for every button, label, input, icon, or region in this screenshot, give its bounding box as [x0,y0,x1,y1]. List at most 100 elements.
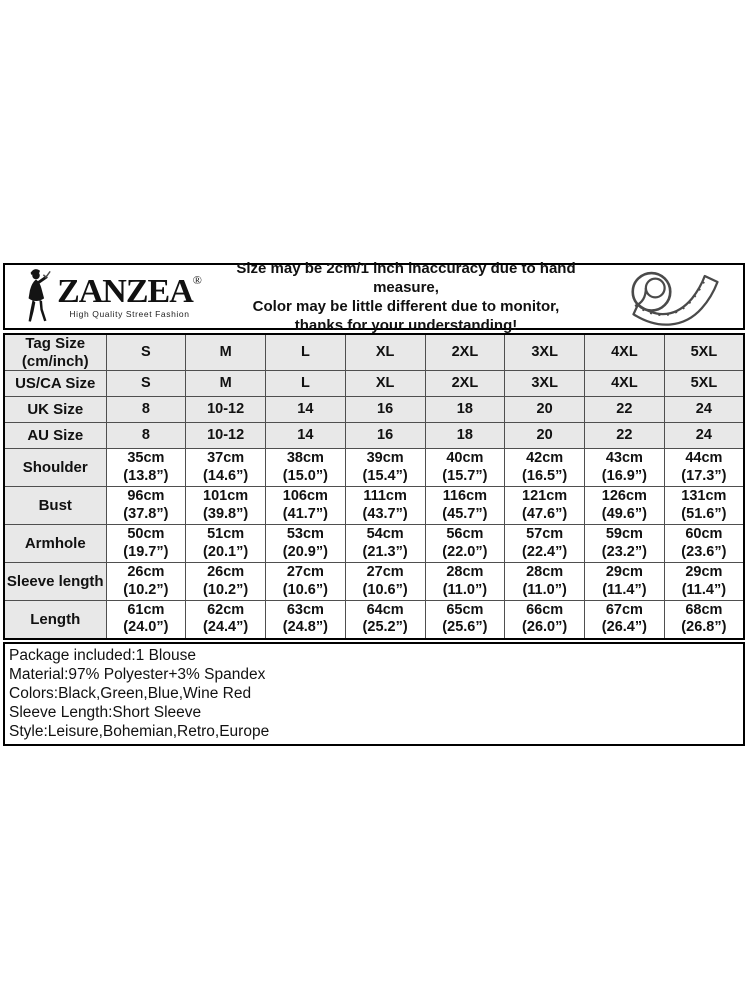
size-value-cell: 66cm (26.0”) [504,600,585,639]
size-value-cell: 8 [105,422,187,449]
size-value-cell: 10-12 [185,422,266,449]
row-label-cell: Armhole [3,524,107,563]
size-value-cell: XL [344,333,426,371]
size-value-cell: L [265,370,346,397]
size-value-cell: 26cm (10.2”) [185,562,266,601]
size-value-cell: 43cm (16.9”) [584,448,665,487]
size-value-cell: 26cm (10.2”) [105,562,187,601]
size-value-cell: 44cm (17.3”) [663,448,745,487]
size-value-cell: 116cm (45.7”) [424,486,506,525]
detail-sleeve-length: Sleeve Length:Short Sleeve [9,703,202,721]
size-value-cell: 60cm (23.6”) [663,524,745,563]
size-table-row: AU Size 8 10-12 14 16 18 20 22 24 [3,422,745,449]
measure-disclaimer: Size may be 2cm/1 inch inaccuracy due to… [207,260,605,334]
size-value-cell: 51cm (20.1”) [185,524,266,563]
size-table-row: Bust 96cm (37.8”) 101cm (39.8”) 106cm (41.7”) 1… [3,486,745,525]
size-value-cell: 50cm (19.7”) [105,524,187,563]
row-label-cell: AU Size [3,422,107,449]
row-label-cell: Tag Size (cm/inch) [3,333,107,371]
row-label-cell: Length [3,600,107,639]
size-table-row: Length 61cm (24.0”) 62cm (24.4”) 63cm (24.8”) 6… [3,600,745,639]
brand-logo: ZANZEA® High Quality Street Fashion [5,265,207,328]
size-value-cell: 40cm (15.7”) [424,448,506,487]
size-value-cell: 8 [105,396,187,423]
size-value-cell: 27cm (10.6”) [344,562,426,601]
size-value-cell: M [185,370,266,397]
size-value-cell: 39cm (15.4”) [344,448,426,487]
detail-package: Package included:1 Blouse [9,646,196,664]
header: ZANZEA® High Quality Street Fashion Size… [3,260,745,334]
size-value-cell: 5XL [663,333,745,371]
brand-tagline: High Quality Street Fashion [69,309,190,320]
row-label-cell: US/CA Size [3,370,107,397]
size-value-cell: 24 [663,422,745,449]
row-label-cell: UK Size [3,396,107,423]
size-value-cell: 28cm (11.0”) [424,562,506,601]
size-value-cell: 101cm (39.8”) [185,486,266,525]
detail-colors: Colors:Black,Green,Blue,Wine Red [9,684,252,702]
size-value-cell: 63cm (24.8”) [265,600,346,639]
size-table-row: UK Size 8 10-12 14 16 18 20 22 24 [3,396,745,423]
size-value-cell: M [185,333,266,371]
size-value-cell: 37cm (14.6”) [185,448,266,487]
size-table-row: Tag Size (cm/inch) S M L XL 2XL 3XL 4XL 5XL [3,333,745,371]
registered-trademark: ® [192,273,202,288]
size-table-row: US/CA Size S M L XL 2XL 3XL 4XL 5XL [3,370,745,397]
row-label-cell: Shoulder [3,448,107,487]
disclaimer-line-1: Size may be 2cm/1 inch inaccuracy due to… [236,259,576,296]
size-value-cell: 3XL [504,333,585,371]
size-value-cell: 18 [424,422,506,449]
size-value-cell: 111cm (43.7”) [344,486,426,525]
size-table-row: Sleeve length 26cm (10.2”) 26cm (10.2”) 27cm(… [3,562,745,601]
brand-name: ZANZEA® [57,274,202,309]
tape-measure-icon [605,265,743,328]
size-value-cell: 42cm (16.5”) [504,448,585,487]
size-value-cell: 18 [424,396,506,423]
size-value-cell: 59cm (23.2”) [584,524,665,563]
size-chart-sheet: ZANZEA® High Quality Street Fashion Size… [3,260,745,746]
size-value-cell: 62cm (24.4”) [185,600,266,639]
product-details: Package included:1 Blouse Material:97% P… [3,641,745,746]
size-value-cell: 4XL [584,333,665,371]
size-value-cell: 20 [504,422,585,449]
size-value-cell: 14 [265,396,346,423]
size-value-cell: S [105,370,187,397]
size-value-cell: 96cm (37.8”) [105,486,187,525]
brand-text: ZANZEA® High Quality Street Fashion [57,274,202,319]
size-value-cell: 22 [584,422,665,449]
size-value-cell: 10-12 [185,396,266,423]
row-label-cell: Bust [3,486,107,525]
row-label-cell: Sleeve length [3,562,107,601]
size-value-cell: 56cm (22.0”) [424,524,506,563]
size-value-cell: 131cm (51.6”) [663,486,745,525]
size-value-cell: 121cm (47.6”) [504,486,585,525]
size-value-cell: 35cm (13.8”) [105,448,187,487]
size-value-cell: 53cm (20.9”) [265,524,346,563]
size-value-cell: 38cm (15.0”) [265,448,346,487]
size-value-cell: 106cm (41.7”) [265,486,346,525]
size-value-cell: 14 [265,422,346,449]
size-table-row: Armhole 50cm (19.7”) 51cm (20.1”) 53cm (20.9”)… [3,524,745,563]
size-value-cell: S [105,333,187,371]
woman-figure-icon [28,268,51,322]
size-value-cell: 64cm (25.2”) [344,600,426,639]
size-value-cell: 65cm (25.6”) [424,600,506,639]
size-value-cell: XL [344,370,426,397]
detail-style: Style:Leisure,Bohemian,Retro,Europe [9,722,270,740]
detail-material: Material:97% Polyester+3% Spandex [9,665,266,683]
size-table-row: Shoulder 35cm (13.8”) 37cm (14.6”) 38cm (15.0”… [3,448,745,487]
size-value-cell: 5XL [663,370,745,397]
size-value-cell: 28cm (11.0”) [504,562,585,601]
size-value-cell: 22 [584,396,665,423]
size-value-cell: 57cm (22.4”) [504,524,585,563]
size-value-cell: 61cm (24.0”) [105,600,187,639]
disclaimer-line-2: Color may be little different due to mon… [252,297,560,315]
size-value-cell: 29cm (11.4”) [584,562,665,601]
size-value-cell: 2XL [424,370,506,397]
size-value-cell: 4XL [584,370,665,397]
size-value-cell: 29cm (11.4”) [663,562,745,601]
size-value-cell: 24 [663,396,745,423]
size-value-cell: 27cm (10.6”) [265,562,346,601]
size-table: Tag Size (cm/inch) S M L XL 2XL 3XL 4XL 5XL US/CA … [3,333,745,640]
